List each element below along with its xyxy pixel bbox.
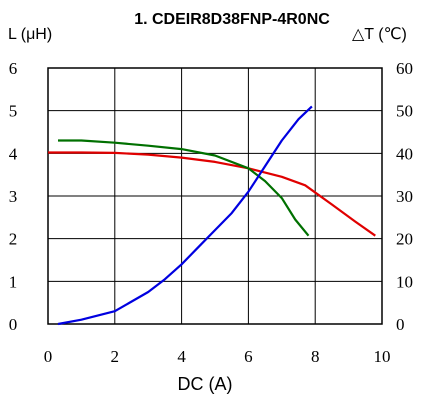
right-tick-labels: 0 10 20 30 40 50 60: [396, 59, 413, 334]
x-axis-label: DC (A): [178, 374, 233, 394]
x-tick-label: 2: [111, 347, 120, 366]
right-tick-label: 10: [396, 272, 413, 291]
gridlines: [48, 68, 382, 324]
x-tick-label: 0: [44, 347, 53, 366]
right-tick-label: 30: [396, 187, 413, 206]
left-tick-label: 0: [9, 315, 18, 334]
right-tick-label: 20: [396, 230, 413, 249]
right-tick-label: 0: [396, 315, 405, 334]
chart-title: 1. CDEIR8D38FNP-4R0NC: [134, 11, 330, 28]
series-line-3: [57, 105, 313, 326]
series-line-2: [58, 139, 310, 237]
x-tick-label: 10: [374, 347, 391, 366]
plot-area-border: [47, 67, 383, 325]
x-tick-label: 6: [244, 347, 253, 366]
right-tick-label: 40: [396, 144, 413, 163]
right-axis-label: △T (℃): [352, 26, 407, 43]
left-tick-labels: 0 1 2 3 4 5 6: [9, 59, 18, 334]
left-tick-label: 4: [9, 144, 18, 163]
left-tick-label: 5: [9, 102, 18, 121]
left-tick-label: 1: [9, 272, 18, 291]
right-tick-label: 50: [396, 102, 413, 121]
series-lines: [48, 105, 376, 326]
x-tick-labels: 0 2 4 6 8 10: [44, 347, 391, 366]
series-line-1: [48, 151, 376, 237]
left-tick-label: 6: [9, 59, 18, 78]
left-tick-label: 3: [9, 187, 18, 206]
left-tick-label: 2: [9, 230, 18, 249]
left-axis-label: L (μH): [8, 26, 52, 43]
right-tick-label: 60: [396, 59, 413, 78]
x-tick-label: 8: [311, 347, 320, 366]
x-tick-label: 4: [177, 347, 186, 366]
